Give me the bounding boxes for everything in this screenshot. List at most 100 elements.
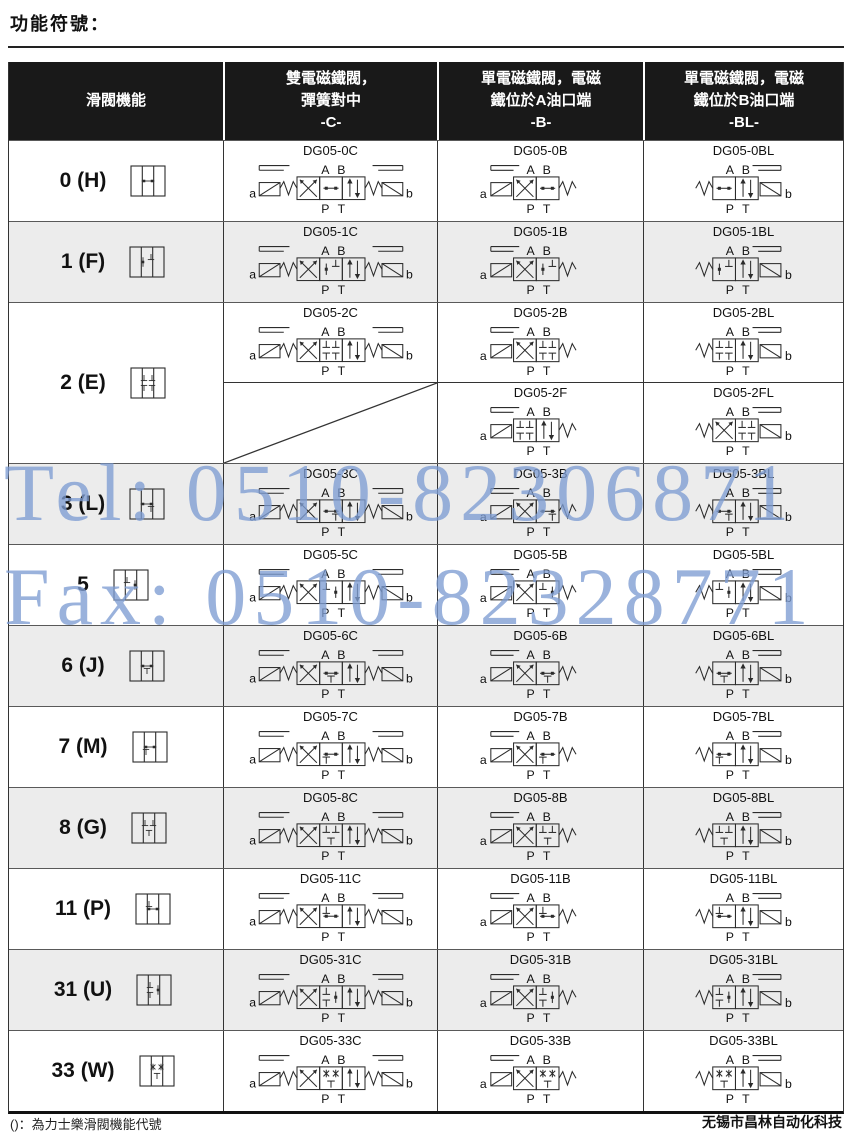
svg-text:B: B xyxy=(741,325,749,339)
svg-text:P: P xyxy=(526,444,534,458)
svg-text:T: T xyxy=(337,606,345,620)
svg-text:T: T xyxy=(742,1092,750,1106)
svg-text:A: A xyxy=(725,1053,734,1067)
svg-text:T: T xyxy=(542,768,550,782)
svg-text:T: T xyxy=(542,444,550,458)
svg-text:B: B xyxy=(542,163,550,177)
valve-symbol-bl: A B P Tb xyxy=(694,567,792,620)
spool-icon xyxy=(130,165,166,197)
svg-text:B: B xyxy=(542,405,550,419)
valve-symbol-b: A B P Ta xyxy=(479,567,576,620)
spool-function-label: 33 (W) xyxy=(51,1059,115,1082)
model-number: DG05-2B xyxy=(513,304,568,320)
svg-text:b: b xyxy=(785,429,792,443)
valve-symbol-b: A B P Ta xyxy=(479,810,576,863)
spool-function-label: 6 (J) xyxy=(61,654,105,677)
valve-symbol-b: A B P Ta xyxy=(479,729,576,782)
svg-text:T: T xyxy=(742,525,750,539)
svg-text:B: B xyxy=(337,891,345,905)
spool-icon xyxy=(135,893,171,925)
svg-text:A: A xyxy=(725,810,734,824)
model-number: DG05-2F xyxy=(513,385,568,401)
svg-text:a: a xyxy=(249,1077,256,1091)
svg-text:T: T xyxy=(337,930,345,944)
svg-text:B: B xyxy=(542,891,550,905)
svg-text:P: P xyxy=(321,283,329,297)
svg-text:A: A xyxy=(321,972,330,986)
svg-text:A: A xyxy=(321,567,330,581)
header-line: 鐵位於B油口端 xyxy=(693,92,795,110)
svg-text:A: A xyxy=(321,486,330,500)
spool-function-cell: 31 (U) xyxy=(9,950,223,1030)
model-number: DG05-8C xyxy=(303,790,358,806)
company-name: 无锡市昌林自动化科技 xyxy=(702,1114,842,1130)
svg-text:A: A xyxy=(526,648,535,662)
svg-text:P: P xyxy=(725,606,733,620)
valve-symbol-bl: A B P Tb xyxy=(694,1053,792,1106)
svg-text:P: P xyxy=(526,364,534,378)
spool-function-label: 2 (E) xyxy=(60,371,106,394)
svg-text:A: A xyxy=(725,325,734,339)
svg-text:b: b xyxy=(405,996,412,1010)
svg-text:b: b xyxy=(405,348,412,362)
svg-text:b: b xyxy=(405,510,412,524)
valve-symbol-b: A B P Ta xyxy=(479,648,576,701)
valve-subcell-bottom xyxy=(224,383,437,463)
svg-text:A: A xyxy=(526,163,535,177)
svg-text:a: a xyxy=(249,591,256,605)
svg-text:B: B xyxy=(337,325,345,339)
valve-symbol-bl: A B P Tb xyxy=(694,729,792,782)
svg-text:T: T xyxy=(742,687,750,701)
model-number: DG05-1C xyxy=(303,224,358,240)
svg-text:P: P xyxy=(321,202,329,216)
svg-text:b: b xyxy=(405,591,412,605)
spool-function-cell: 7 (M) xyxy=(9,707,223,787)
svg-text:T: T xyxy=(337,768,345,782)
valve-symbol-c: A B P Ta b xyxy=(249,163,413,216)
svg-text:P: P xyxy=(725,1011,733,1025)
model-number: DG05-0BL xyxy=(712,143,775,159)
svg-text:T: T xyxy=(742,283,750,297)
svg-text:A: A xyxy=(526,891,535,905)
spool-icon xyxy=(131,812,167,844)
svg-text:A: A xyxy=(321,163,330,177)
svg-text:a: a xyxy=(249,672,256,686)
spool-function-label: 7 (M) xyxy=(58,735,108,758)
svg-text:T: T xyxy=(337,687,345,701)
svg-text:P: P xyxy=(321,1092,329,1106)
svg-text:P: P xyxy=(725,525,733,539)
svg-text:P: P xyxy=(725,687,733,701)
model-number: DG05-7C xyxy=(303,709,358,725)
svg-text:B: B xyxy=(542,567,550,581)
svg-text:A: A xyxy=(725,648,734,662)
svg-text:b: b xyxy=(785,510,792,524)
svg-text:a: a xyxy=(479,268,486,282)
model-number: DG05-6BL xyxy=(712,628,775,644)
svg-text:b: b xyxy=(405,268,412,282)
svg-text:B: B xyxy=(741,567,749,581)
model-number: DG05-6B xyxy=(513,628,568,644)
svg-text:B: B xyxy=(741,891,749,905)
svg-text:P: P xyxy=(321,525,329,539)
svg-text:A: A xyxy=(725,972,734,986)
svg-text:T: T xyxy=(742,444,750,458)
valve-symbol-f: A B P Ta xyxy=(479,405,576,458)
model-number: DG05-33B xyxy=(509,1033,572,1049)
spool-function-label: 5 xyxy=(77,573,89,596)
svg-text:A: A xyxy=(321,729,330,743)
svg-text:b: b xyxy=(785,672,792,686)
valve-symbol-b: A B P Ta xyxy=(479,325,576,378)
spool-function-cell: 6 (J) xyxy=(9,626,223,706)
valve-symbol-bl: A B P Tb xyxy=(694,648,792,701)
svg-text:P: P xyxy=(321,687,329,701)
svg-text:T: T xyxy=(742,768,750,782)
model-number: DG05-7B xyxy=(513,709,568,725)
svg-text:T: T xyxy=(542,849,550,863)
